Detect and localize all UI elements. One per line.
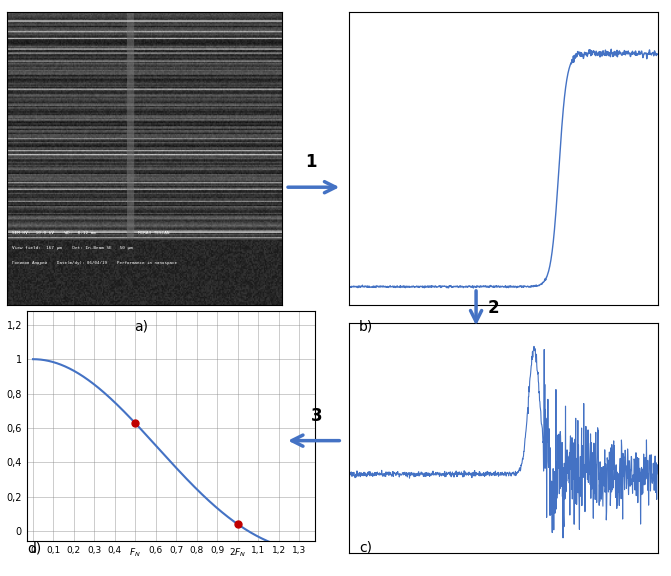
Text: Голиков Андрей    Date(m/dy): 06/04/19    Performance in nanospace: Голиков Андрей Date(m/dy): 06/04/19 Perf… (12, 261, 177, 265)
Text: d): d) (27, 542, 41, 556)
Text: c): c) (359, 540, 372, 554)
Text: 3: 3 (311, 407, 322, 425)
Text: a): a) (134, 320, 148, 334)
Text: b): b) (359, 320, 373, 334)
Text: View field:  167 µm    Det: In-Beam SE   50 µm: View field: 167 µm Det: In-Beam SE 50 µm (12, 246, 133, 250)
Text: 2: 2 (488, 299, 499, 317)
Text: SEM HV:  10.0 kV    WD:  8.12 mm                MIRA3 TESCAN: SEM HV: 10.0 kV WD: 8.12 mm MIRA3 TESCAN (12, 232, 170, 236)
Text: 1: 1 (305, 153, 317, 172)
